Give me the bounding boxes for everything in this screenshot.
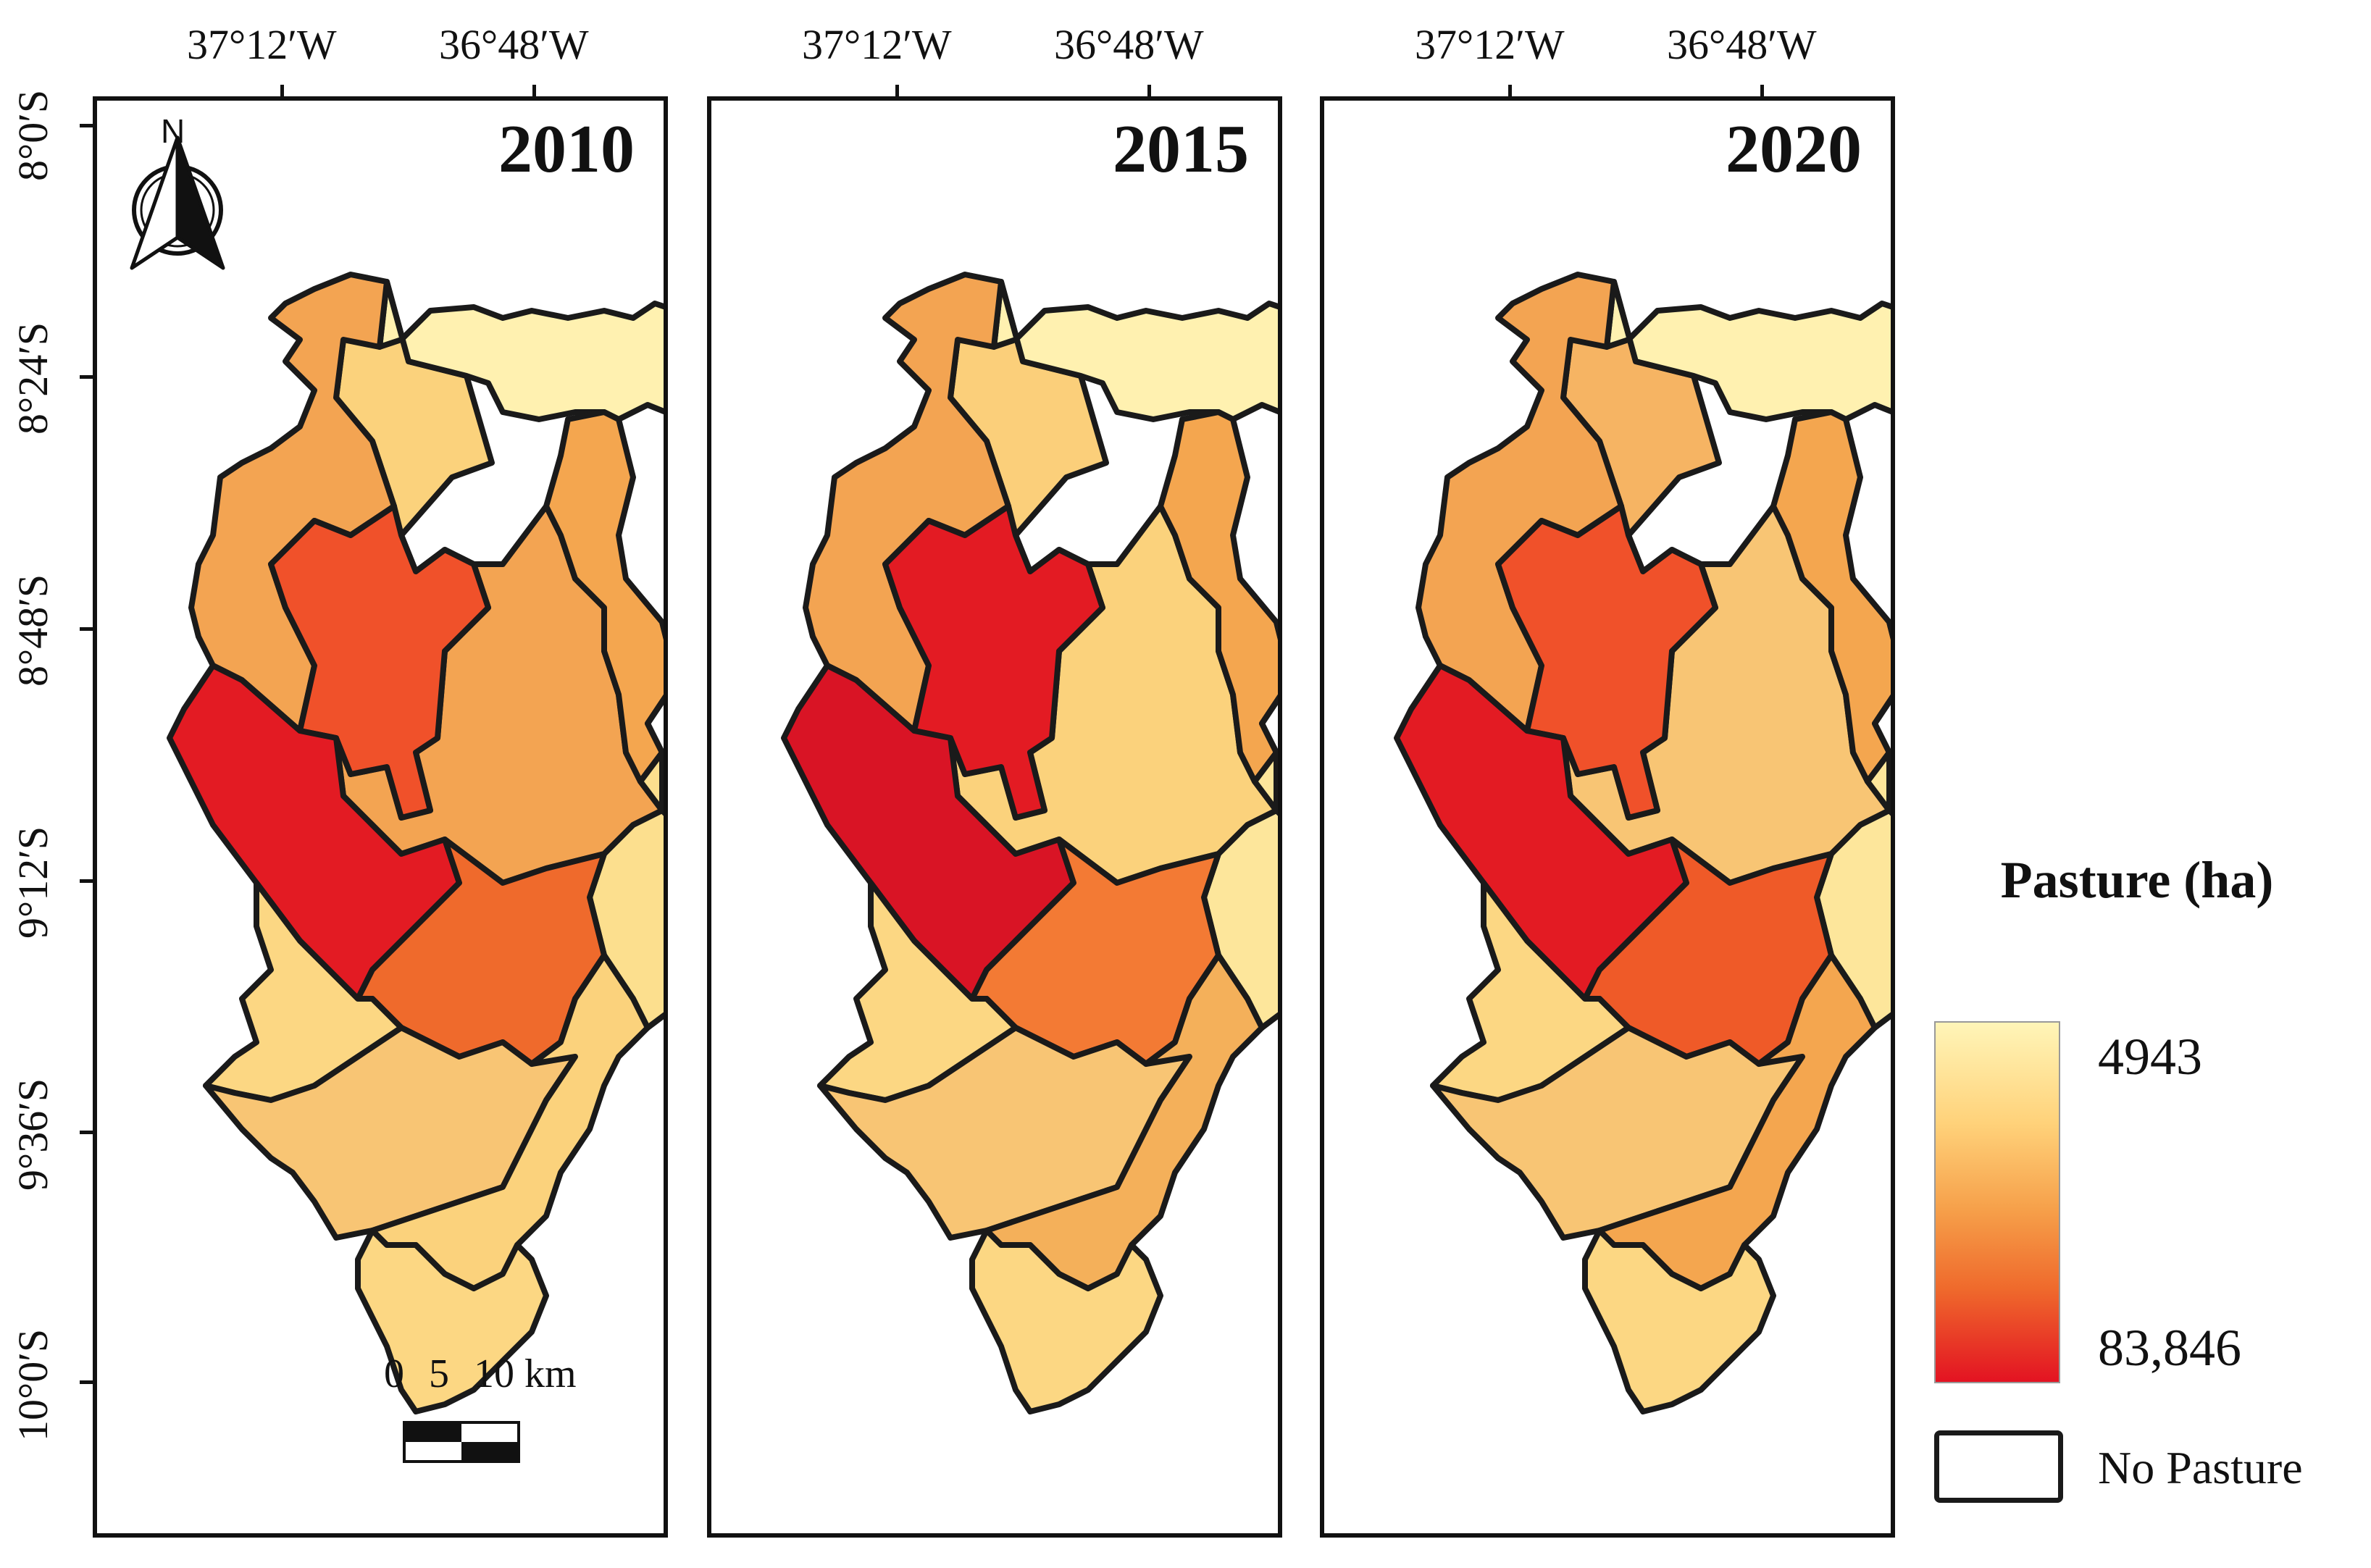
y-tick-label: 9°36′S bbox=[9, 1078, 57, 1191]
y-tick-label: 8°0′S bbox=[9, 89, 57, 181]
x-tick-label: 36°48′W bbox=[439, 21, 589, 68]
municipality-far-east bbox=[1814, 619, 1891, 1031]
panel-year-label: 2020 bbox=[1726, 112, 1862, 187]
x-tick-label: 36°48′W bbox=[1667, 21, 1817, 68]
scale-bar-labels: 0 5 10 km bbox=[384, 1351, 591, 1397]
municipality-south-tip bbox=[969, 1228, 1163, 1414]
legend-no-pasture-label: No Pasture bbox=[2098, 1442, 2303, 1493]
x-tick-mark bbox=[532, 85, 536, 98]
legend-title: Pasture (ha) bbox=[2000, 851, 2274, 909]
municipality-northeast bbox=[991, 279, 1278, 422]
municipality-map-2020 bbox=[1394, 272, 1891, 1414]
x-tick-mark bbox=[895, 85, 899, 98]
legend-min-label: 83,846 bbox=[2098, 1319, 2241, 1377]
map-panel-2010: 2010 bbox=[93, 96, 668, 1538]
panel-year-label: 2010 bbox=[498, 112, 635, 187]
panel-year-label: 2015 bbox=[1113, 112, 1249, 187]
municipality-central-west bbox=[882, 503, 1105, 821]
north-label: N bbox=[161, 112, 185, 150]
y-tick-label: 9°12′S bbox=[9, 826, 57, 939]
x-tick-mark bbox=[1147, 85, 1151, 98]
municipality-south-tip bbox=[1582, 1228, 1776, 1414]
municipality-central-west bbox=[268, 503, 491, 821]
y-tick-mark bbox=[80, 1131, 93, 1134]
y-tick-mark bbox=[80, 1380, 93, 1384]
scale-bar bbox=[403, 1421, 520, 1463]
legend-color-ramp bbox=[1934, 1021, 2060, 1383]
x-tick-label: 37°12′W bbox=[802, 21, 952, 68]
scale-label-5: 5 bbox=[429, 1351, 449, 1396]
y-tick-mark bbox=[80, 124, 93, 127]
municipality-northeast bbox=[1604, 279, 1891, 422]
y-tick-label: 8°48′S bbox=[9, 574, 57, 687]
north-arrow-icon bbox=[130, 135, 225, 270]
municipality-far-east bbox=[587, 619, 664, 1031]
map-panel-2020: 2020 bbox=[1320, 96, 1895, 1538]
map-panel-2015: 2015 bbox=[707, 96, 1282, 1538]
x-tick-mark bbox=[1760, 85, 1764, 98]
y-tick-label: 10°0′S bbox=[9, 1328, 57, 1441]
municipality-map-2010 bbox=[167, 272, 664, 1414]
x-tick-label: 37°12′W bbox=[187, 21, 337, 68]
municipality-map-2015 bbox=[781, 272, 1278, 1414]
y-tick-mark bbox=[80, 879, 93, 883]
legend-max-label: 4943 bbox=[2098, 1028, 2202, 1086]
x-tick-mark bbox=[1508, 85, 1512, 98]
x-tick-mark bbox=[280, 85, 284, 98]
municipality-central-west bbox=[1495, 503, 1718, 821]
municipality-far-east bbox=[1201, 619, 1278, 1031]
legend-no-pasture-swatch bbox=[1934, 1430, 2063, 1503]
municipality-south-tip bbox=[355, 1228, 549, 1414]
scale-label-0: 0 bbox=[384, 1351, 404, 1396]
y-tick-mark bbox=[80, 627, 93, 631]
municipality-northeast bbox=[377, 279, 664, 422]
x-tick-label: 37°12′W bbox=[1415, 21, 1565, 68]
scale-label-10: 10 km bbox=[474, 1351, 577, 1396]
x-tick-label: 36°48′W bbox=[1054, 21, 1204, 68]
y-tick-label: 8°24′S bbox=[9, 322, 57, 435]
y-tick-mark bbox=[80, 375, 93, 379]
